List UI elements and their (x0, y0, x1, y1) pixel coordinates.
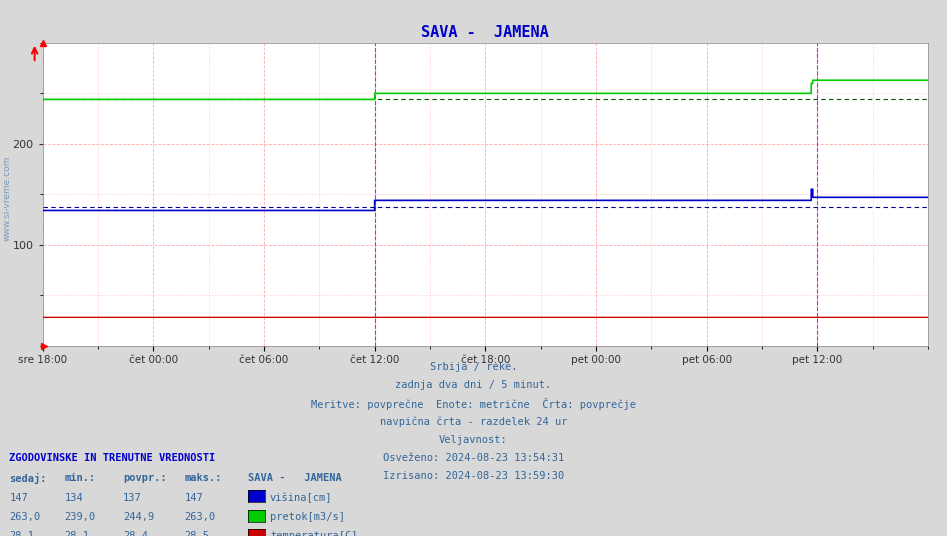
Text: 137: 137 (123, 493, 142, 503)
Text: ZGODOVINSKE IN TRENUTNE VREDNOSTI: ZGODOVINSKE IN TRENUTNE VREDNOSTI (9, 453, 216, 463)
Text: sedaj:: sedaj: (9, 473, 47, 485)
Text: www.si-vreme.com: www.si-vreme.com (3, 155, 12, 241)
Text: min.:: min.: (64, 473, 96, 483)
Text: 244,9: 244,9 (123, 512, 154, 522)
Text: višina[cm]: višina[cm] (270, 493, 332, 503)
Text: Izrisano: 2024-08-23 13:59:30: Izrisano: 2024-08-23 13:59:30 (383, 471, 564, 481)
Text: 28,4: 28,4 (123, 531, 148, 536)
Text: 28,1: 28,1 (9, 531, 34, 536)
Text: Veljavnost:: Veljavnost: (439, 435, 508, 445)
Text: 263,0: 263,0 (185, 512, 216, 522)
Text: 147: 147 (9, 493, 28, 503)
Text: 263,0: 263,0 (9, 512, 41, 522)
Text: navpična črta - razdelek 24 ur: navpična črta - razdelek 24 ur (380, 416, 567, 427)
Text: povpr.:: povpr.: (123, 473, 167, 483)
Text: 134: 134 (64, 493, 83, 503)
Text: temperatura[C]: temperatura[C] (270, 531, 357, 536)
Text: 239,0: 239,0 (64, 512, 96, 522)
Text: SAVA -   JAMENA: SAVA - JAMENA (248, 473, 342, 483)
Text: maks.:: maks.: (185, 473, 223, 483)
Text: 147: 147 (185, 493, 204, 503)
Title: SAVA -  JAMENA: SAVA - JAMENA (421, 25, 549, 40)
Text: Srbija / reke.: Srbija / reke. (430, 362, 517, 372)
Text: 28,1: 28,1 (64, 531, 89, 536)
Text: Osveženo: 2024-08-23 13:54:31: Osveženo: 2024-08-23 13:54:31 (383, 453, 564, 463)
Text: 28,5: 28,5 (185, 531, 209, 536)
Text: Meritve: povprečne  Enote: metrične  Črta: povprečje: Meritve: povprečne Enote: metrične Črta:… (311, 398, 636, 410)
Text: zadnja dva dni / 5 minut.: zadnja dva dni / 5 minut. (396, 380, 551, 390)
Text: pretok[m3/s]: pretok[m3/s] (270, 512, 345, 522)
